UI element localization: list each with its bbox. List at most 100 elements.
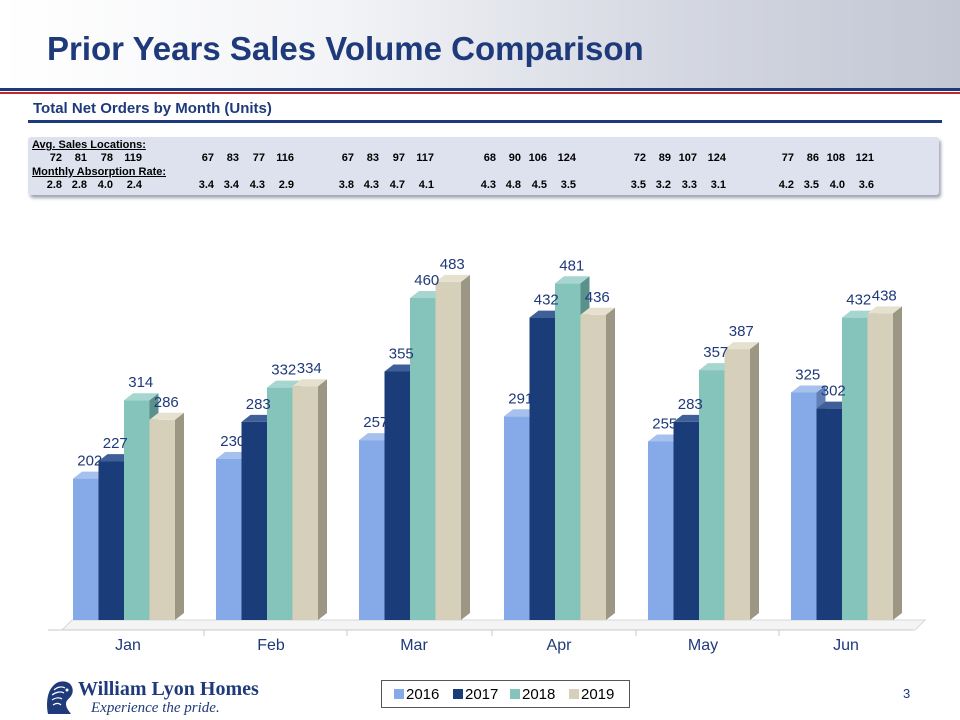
value-label-jun-2018: 432 <box>846 292 871 309</box>
chart-bars <box>73 274 902 620</box>
chart-legend: 2016 2017 2018 2019 <box>381 680 630 708</box>
location-value-apr-2019: 124 <box>557 152 576 164</box>
absorption-value-jan-2018: 4.0 <box>97 179 113 191</box>
bar-mar-2019 <box>435 274 470 620</box>
chart-floor-plane <box>60 619 927 631</box>
value-label-jun-2019: 438 <box>872 287 897 304</box>
x-tick-feb: Feb <box>257 637 285 654</box>
absorption-value-feb-2016: 3.4 <box>198 179 214 191</box>
x-tick-may: May <box>688 637 718 654</box>
bar-front-jan-2019 <box>149 419 175 620</box>
absorption-value-feb-2018: 4.3 <box>249 179 265 191</box>
bar-top-feb-2018 <box>267 380 302 388</box>
value-label-mar-2019: 483 <box>440 256 465 273</box>
absorption-value-may-2017: 3.2 <box>655 179 671 191</box>
value-label-mar-2018: 460 <box>414 272 439 289</box>
bar-side-jun-2019 <box>893 306 902 620</box>
bar-top-feb-2019 <box>292 379 327 387</box>
lion-logo-icon <box>47 681 73 714</box>
value-label-jan-2018: 314 <box>128 374 153 391</box>
bar-top-jan-2018 <box>124 393 159 401</box>
bar-front-jun-2016 <box>791 392 817 620</box>
location-value-jun-2019: 121 <box>855 152 874 164</box>
value-label-jan-2019: 286 <box>154 394 179 411</box>
bar-front-jun-2018 <box>842 317 868 620</box>
stats-table: Avg. Sales Locations: Monthly Absorption… <box>28 137 939 195</box>
bar-top-jun-2019 <box>867 306 902 314</box>
bar-group-jan <box>73 393 184 620</box>
bar-group-jun <box>791 306 902 620</box>
location-value-feb-2017: 83 <box>226 152 239 164</box>
bar-may-2019 <box>724 342 759 620</box>
legend-swatch-2018 <box>510 689 520 699</box>
location-value-jan-2019: 119 <box>124 152 142 164</box>
bar-feb-2019 <box>292 379 327 620</box>
location-value-jun-2016: 77 <box>781 152 794 164</box>
absorption-value-mar-2016: 3.8 <box>338 179 354 191</box>
absorption-value-jun-2016: 4.2 <box>778 179 794 191</box>
location-value-mar-2018: 97 <box>392 152 405 164</box>
location-value-jan-2017: 81 <box>74 152 87 164</box>
location-value-feb-2018: 77 <box>252 152 265 164</box>
bar-top-mar-2019 <box>435 274 470 282</box>
locations-label: Avg. Sales Locations: <box>32 139 146 151</box>
x-tick-jun: Jun <box>833 637 859 654</box>
bar-front-apr-2019 <box>580 314 606 620</box>
value-label-mar-2016: 257 <box>363 414 388 431</box>
bar-front-jan-2017 <box>98 461 124 620</box>
absorption-label: Monthly Absorption Rate: <box>32 166 167 178</box>
x-tick-mar: Mar <box>400 637 428 654</box>
absorption-value-mar-2017: 4.3 <box>363 179 379 191</box>
location-value-jun-2018: 108 <box>826 152 845 164</box>
page-title: Prior Years Sales Volume Comparison <box>47 30 644 67</box>
legend-label-2017: 2017 <box>465 686 499 703</box>
value-label-jun-2016: 325 <box>795 367 820 384</box>
company-name: William Lyon Homes <box>78 678 259 700</box>
bar-front-may-2019 <box>724 349 750 620</box>
absorption-value-jan-2017: 2.8 <box>71 179 87 191</box>
bar-front-mar-2017 <box>384 371 410 620</box>
absorption-value-apr-2016: 4.3 <box>480 179 496 191</box>
absorption-value-mar-2018: 4.7 <box>389 179 405 191</box>
bar-top-apr-2019 <box>580 307 615 315</box>
bar-jun-2019 <box>867 306 902 620</box>
location-value-may-2018: 107 <box>678 152 697 164</box>
value-label-may-2018: 357 <box>703 344 728 361</box>
x-tick-apr: Apr <box>547 637 573 654</box>
value-label-jan-2016: 202 <box>77 453 102 470</box>
bar-side-jan-2019 <box>175 412 184 620</box>
chart-subtitle: Total Net Orders by Month (Units) <box>33 100 272 117</box>
title-rule-blue <box>0 88 960 91</box>
title-rule-red <box>0 92 960 94</box>
absorption-value-feb-2017: 3.4 <box>223 179 239 191</box>
bar-jan-2019 <box>149 412 184 620</box>
location-value-jan-2018: 78 <box>100 152 113 164</box>
absorption-value-apr-2018: 4.5 <box>531 179 547 191</box>
bar-front-feb-2016 <box>216 459 242 620</box>
absorption-value-jan-2019: 2.4 <box>126 179 142 191</box>
x-tick-jan: Jan <box>115 637 141 654</box>
value-label-apr-2018: 481 <box>559 257 584 274</box>
absorption-value-jun-2018: 4.0 <box>829 179 845 191</box>
header-band <box>0 0 960 88</box>
bar-front-may-2017 <box>673 421 699 620</box>
absorption-value-feb-2019: 2.9 <box>278 179 294 191</box>
bar-front-jan-2018 <box>124 400 150 620</box>
location-value-apr-2018: 106 <box>528 152 547 164</box>
bar-front-jun-2019 <box>867 313 893 620</box>
legend-label-2019: 2019 <box>581 686 615 703</box>
bar-side-feb-2019 <box>318 379 327 620</box>
bar-group-feb <box>216 379 327 620</box>
location-value-mar-2017: 83 <box>366 152 379 164</box>
location-value-feb-2016: 67 <box>201 152 214 164</box>
bar-front-jun-2017 <box>816 408 842 620</box>
subtitle-rule <box>28 120 942 123</box>
value-label-may-2019: 387 <box>729 323 754 340</box>
bar-top-jun-2016 <box>791 385 826 393</box>
legend-label-2016: 2016 <box>406 686 440 703</box>
chart-floor <box>48 619 927 631</box>
bar-side-mar-2019 <box>461 274 470 620</box>
value-label-jun-2017: 302 <box>821 383 846 400</box>
bar-group-mar <box>359 274 470 620</box>
